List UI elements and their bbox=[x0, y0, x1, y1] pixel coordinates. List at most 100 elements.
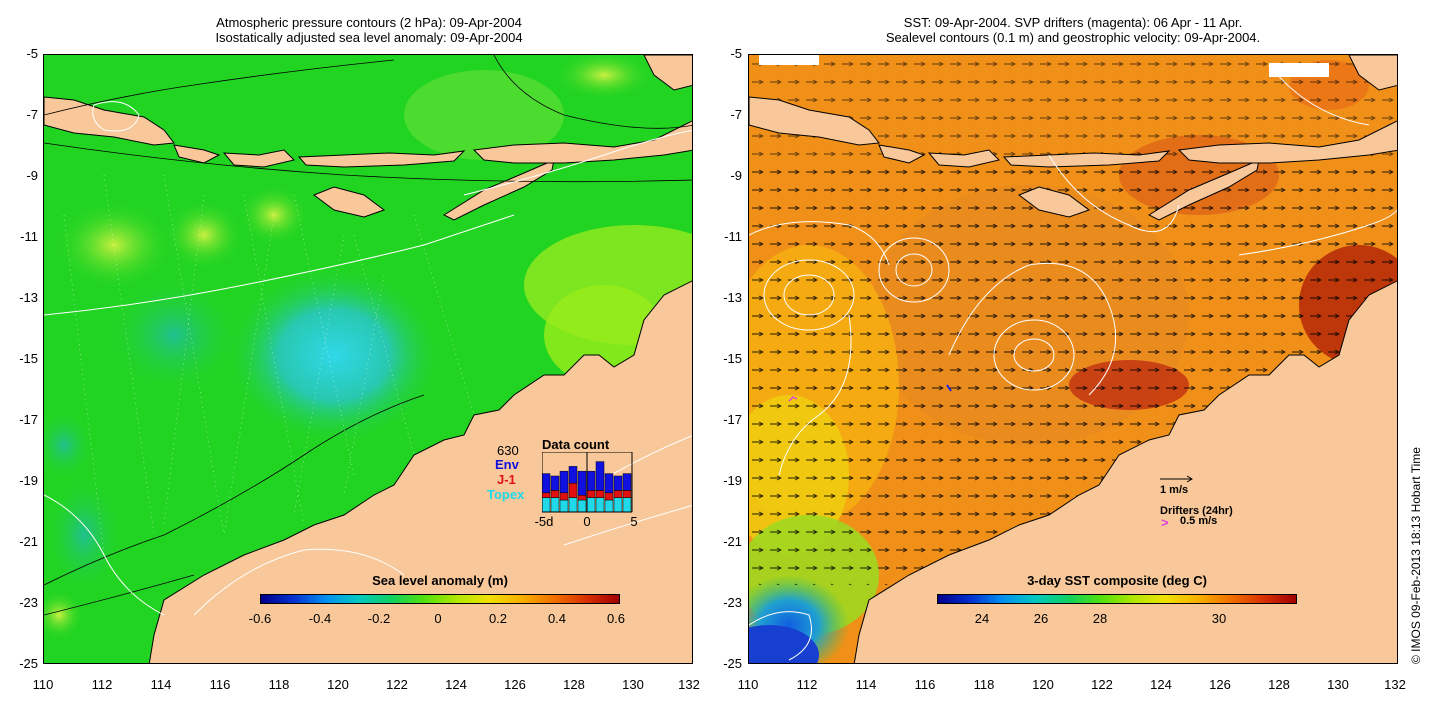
legend-j1: J-1 bbox=[497, 472, 516, 487]
legend-env: Env bbox=[495, 457, 519, 472]
colorbar-tick: -0.6 bbox=[248, 611, 272, 626]
velocity-scale-label: 1 m/s bbox=[1160, 484, 1189, 496]
histogram-bar-env bbox=[559, 470, 569, 494]
data-count-histogram bbox=[542, 452, 633, 513]
lon-label: 114 bbox=[150, 677, 172, 692]
lat-label: -13 bbox=[723, 290, 742, 305]
lon-label: 128 bbox=[1268, 677, 1290, 692]
histogram-bar-j1 bbox=[542, 492, 551, 498]
histogram-bar-topex bbox=[586, 497, 596, 513]
lat-label: -5 bbox=[26, 46, 38, 61]
histogram-bar-env bbox=[604, 473, 614, 494]
lon-label: 126 bbox=[1209, 677, 1231, 692]
lon-label: 116 bbox=[914, 677, 936, 692]
lat-label: -23 bbox=[19, 595, 38, 610]
histogram-bar-env bbox=[622, 473, 632, 491]
sst-colorbar bbox=[937, 594, 1297, 604]
drifters-label: Drifters (24hr) bbox=[1160, 505, 1233, 517]
inset-tick: 0 bbox=[583, 514, 591, 529]
lon-label: 118 bbox=[973, 677, 995, 692]
lon-label: 122 bbox=[1091, 677, 1113, 692]
histogram-bar-env bbox=[595, 461, 605, 491]
lat-label: -7 bbox=[26, 107, 38, 122]
lon-label: 120 bbox=[1032, 677, 1054, 692]
lon-label: 110 bbox=[32, 677, 54, 692]
sst-colorbar-title: 3-day SST composite (deg C) bbox=[1027, 573, 1207, 588]
legend-topex: Topex bbox=[487, 487, 525, 502]
lon-label: 120 bbox=[327, 677, 349, 692]
histogram-bar-env bbox=[577, 470, 587, 496]
lat-label: -9 bbox=[26, 168, 38, 183]
lat-label: -11 bbox=[724, 229, 742, 244]
lat-label: -23 bbox=[723, 595, 742, 610]
colorbar-tick: -0.4 bbox=[308, 611, 332, 626]
colorbar-tick: 0 bbox=[434, 611, 442, 626]
inset-tick: -5d bbox=[534, 514, 554, 529]
lon-label: 112 bbox=[796, 677, 818, 692]
lat-label: -15 bbox=[723, 351, 742, 366]
histogram-bar-j1 bbox=[595, 490, 605, 498]
histogram-bar-j1 bbox=[613, 490, 623, 498]
histogram-bar-j1 bbox=[604, 492, 614, 501]
lon-label: 114 bbox=[855, 677, 877, 692]
lon-label: 128 bbox=[563, 677, 585, 692]
lon-label: 130 bbox=[1327, 677, 1349, 692]
lat-label: -21 bbox=[19, 534, 38, 549]
sla-colorbar-title: Sea level anomaly (m) bbox=[372, 573, 508, 588]
sst-map bbox=[748, 54, 1398, 664]
lon-label: 124 bbox=[445, 677, 467, 692]
colorbar-tick: 30 bbox=[1211, 611, 1227, 626]
histogram-bar-topex bbox=[604, 499, 614, 513]
right-title-line2: Sealevel contours (0.1 m) and geostrophi… bbox=[885, 30, 1261, 45]
left-panel-title: Atmospheric pressure contours (2 hPa): 0… bbox=[44, 15, 694, 45]
lon-label: 116 bbox=[209, 677, 231, 692]
histogram-bar-topex bbox=[577, 499, 587, 513]
right-title-line1: SST: 09-Apr-2004. SVP drifters (magenta)… bbox=[903, 15, 1243, 30]
colorbar-tick: 0.4 bbox=[547, 611, 567, 626]
histogram-bar-topex bbox=[559, 499, 569, 513]
copyright-text: © IMOS 09-Feb-2013 18:13 Hobart Time bbox=[1409, 447, 1423, 664]
velocity-scale-arrow bbox=[1160, 475, 1193, 483]
data-count-title: Data count bbox=[542, 437, 610, 452]
histogram-bar-env bbox=[550, 475, 560, 491]
histogram-bar-topex bbox=[613, 497, 623, 513]
colorbar-tick: 0.6 bbox=[606, 611, 626, 626]
lon-label: 132 bbox=[678, 677, 700, 692]
lat-label: -17 bbox=[19, 412, 38, 427]
lon-label: 112 bbox=[91, 677, 113, 692]
sst-land-australia bbox=[853, 280, 1397, 663]
histogram-bar-topex bbox=[595, 497, 605, 513]
histogram-bar-j1 bbox=[586, 490, 596, 498]
lat-label: -19 bbox=[19, 473, 38, 488]
drifter-scale-label: 0.5 m/s bbox=[1180, 515, 1218, 527]
histogram-bar-j1 bbox=[622, 490, 632, 498]
colorbar-tick: -0.2 bbox=[367, 611, 391, 626]
lon-label: 132 bbox=[1384, 677, 1406, 692]
lon-label: 124 bbox=[1150, 677, 1172, 692]
lon-label: 122 bbox=[386, 677, 408, 692]
colorbar-tick: 24 bbox=[974, 611, 990, 626]
lat-label: -5 bbox=[730, 46, 742, 61]
drifter-arrow-glyph: > bbox=[1161, 515, 1169, 530]
histogram-bar-topex bbox=[622, 497, 632, 513]
colorbar-tick: 28 bbox=[1092, 611, 1108, 626]
histogram-bar-env bbox=[542, 473, 551, 494]
sst-land-java bbox=[749, 96, 880, 146]
drifter-track bbox=[788, 396, 798, 402]
lat-label: -13 bbox=[19, 290, 38, 305]
lon-label: 110 bbox=[737, 677, 759, 692]
lat-label: -11 bbox=[20, 229, 38, 244]
lat-label: -9 bbox=[730, 168, 742, 183]
lon-label: 130 bbox=[622, 677, 644, 692]
lat-label: -15 bbox=[19, 351, 38, 366]
histogram-bar-topex bbox=[568, 497, 578, 513]
histogram-bar-j1 bbox=[550, 490, 560, 498]
histogram-bar-env bbox=[586, 470, 596, 491]
right-panel-title: SST: 09-Apr-2004. SVP drifters (magenta)… bbox=[748, 15, 1398, 45]
histogram-bar-topex bbox=[550, 497, 560, 513]
sea-level-anomaly-map bbox=[43, 54, 693, 664]
inset-tick: 5 bbox=[630, 514, 638, 529]
histogram-bar-j1 bbox=[559, 492, 569, 501]
lon-label: 126 bbox=[504, 677, 526, 692]
colorbar-tick: 0.2 bbox=[488, 611, 508, 626]
